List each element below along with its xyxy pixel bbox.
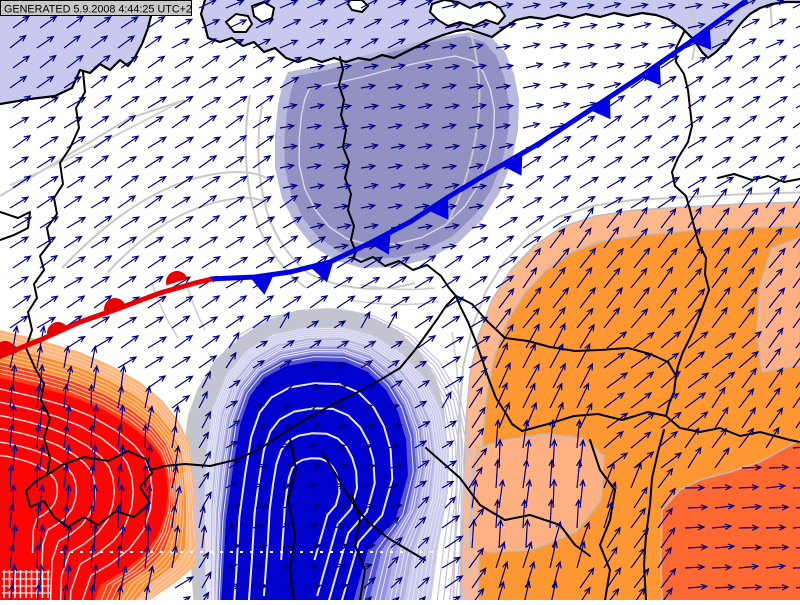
svg-text:GENERATED 5.9.2008 4:44:25 UTC: GENERATED 5.9.2008 4:44:25 UTC+2 <box>4 4 192 16</box>
